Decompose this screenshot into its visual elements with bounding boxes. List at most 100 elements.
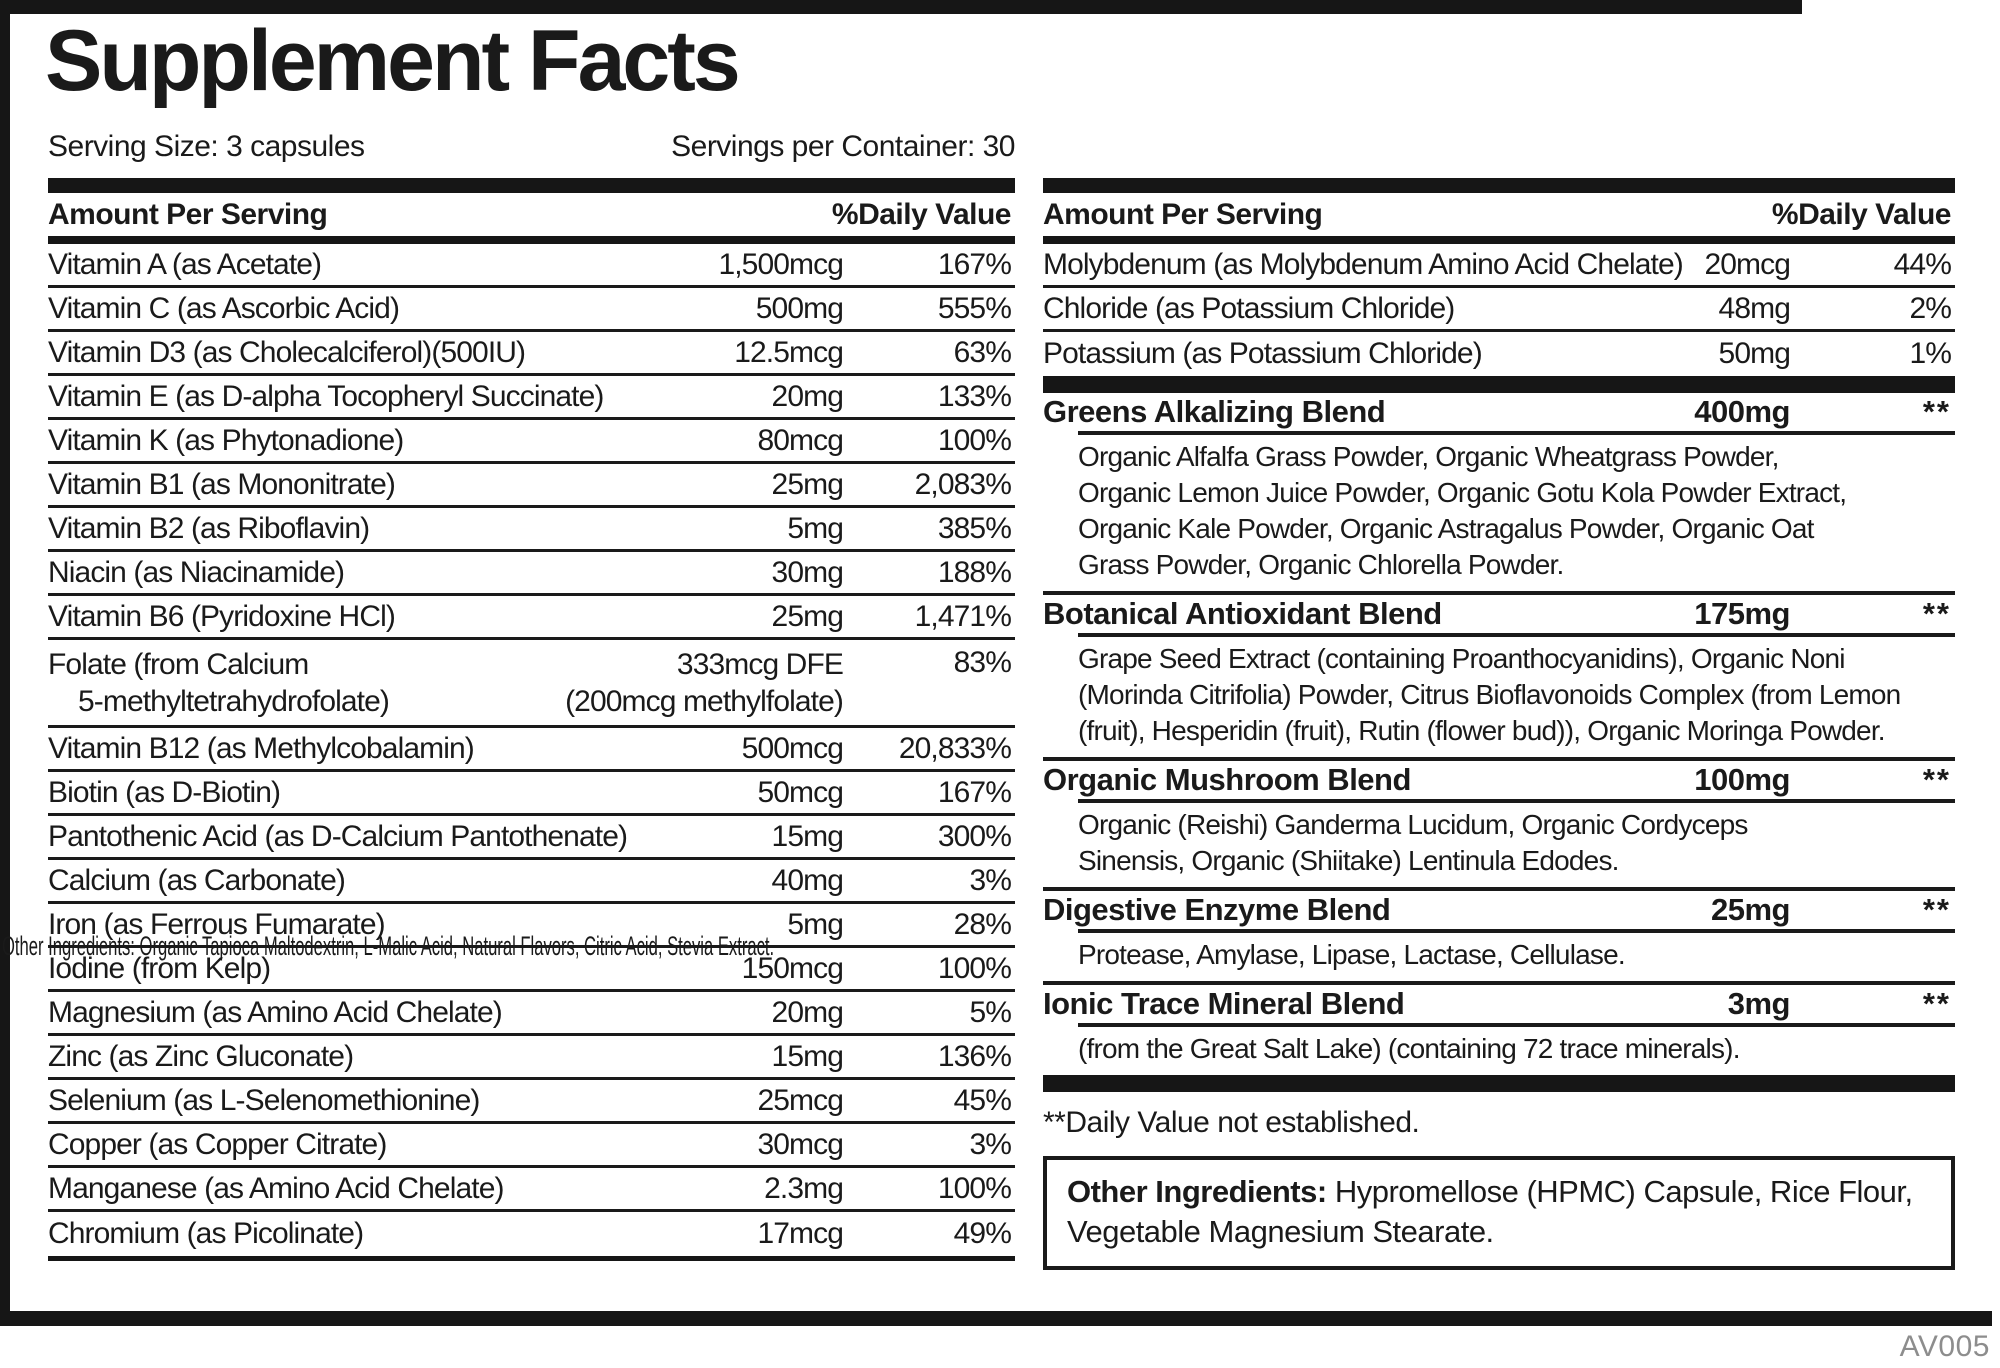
blend-amount: 175mg [1694,596,1790,631]
blend-rule [1078,1023,1955,1027]
blend-daily-value: ** [1922,394,1951,429]
nutrient-daily-value: 44% [1893,247,1952,281]
blend-amount: 100mg [1694,762,1790,797]
nutrient-amount: 40mg [771,863,844,897]
nutrient-amount: 150mcg [741,951,844,985]
blend-name: Ionic Trace Mineral Blend [1043,986,1405,1021]
nutrient-row: Selenium (as L-Selenomethionine) 25mcg 4… [48,1080,1015,1124]
nutrient-daily-value: 300% [937,819,1012,853]
blend-ingredient-line: Organic (Reishi) Ganderma Lucidum, Organ… [1078,809,1748,840]
blend-ingredients: Organic (Reishi) Ganderma Lucidum, Organ… [1043,803,1955,887]
table-bottom-bar [48,1256,1015,1261]
nutrient-row: Vitamin B2 (as Riboflavin) 5mg 385% [48,508,1015,552]
label-border-left [0,0,10,1326]
nutrient-amount: 25mcg [757,1083,843,1117]
blend-section: Greens Alkalizing Blend 400mg ** Organic… [1043,393,1955,591]
nutrient-name: Vitamin A (as Acetate) [48,247,322,281]
blend-amount: 3mg [1727,986,1791,1021]
blend-amount: 25mg [1711,892,1790,927]
table-top-bar [48,178,1015,193]
nutrients-table-right: Amount Per Serving %Daily Value Molybden… [1043,178,1955,1270]
nutrient-daily-value: 385% [937,511,1012,545]
nutrient-name: Potassium (as Potassium Chloride) [1043,337,1483,370]
nutrient-row: Vitamin C (as Ascorbic Acid) 500mg 555% [48,288,1015,332]
nutrient-name: Pantothenic Acid (as D-Calcium Pantothen… [48,819,628,853]
nutrient-amount: 80mcg [757,423,843,457]
daily-value-header: %Daily Value [831,197,1012,231]
nutrient-amount: 5mg [787,511,844,545]
blend-name: Organic Mushroom Blend [1043,762,1411,797]
blend-ingredients: Organic Alfalfa Grass Powder, Organic Wh… [1043,435,1955,591]
blend-rule [1078,799,1955,803]
nutrient-name: Vitamin B2 (as Riboflavin) [48,511,370,545]
serving-info-row: Serving Size: 3 capsules Servings per Co… [48,130,1015,164]
nutrient-daily-value: 45% [953,1083,1012,1117]
nutrient-name: Chromium (as Picolinate) [48,1217,364,1250]
nutrient-row: Iron (as Ferrous Fumarate) 5mg 28% [48,904,1015,948]
blend-ingredient-line: (Morinda Citrifolia) Powder, Citrus Biof… [1078,679,1901,710]
label-border-bottom [0,1311,1992,1326]
blend-ingredient-line: (fruit), Hesperidin (fruit), Rutin (flow… [1078,715,1886,746]
nutrient-daily-value: 555% [937,291,1012,325]
nutrient-row: Vitamin E (as D-alpha Tocopheryl Succina… [48,376,1015,420]
nutrient-row: Molybdenum (as Molybdenum Amino Acid Che… [1043,244,1955,288]
blend-sections: Greens Alkalizing Blend 400mg ** Organic… [1043,393,1955,1075]
nutrient-name: Molybdenum (as Molybdenum Amino Acid Che… [1043,247,1684,281]
blend-ingredients: Grape Seed Extract (containing Proanthoc… [1043,637,1955,757]
nutrient-name: Vitamin D3 (as Cholecalciferol)(500IU) [48,335,526,369]
nutrient-daily-value: 63% [953,335,1012,369]
blend-ingredient-line: Organic Alfalfa Grass Powder, Organic Wh… [1078,441,1779,472]
blend-section: Digestive Enzyme Blend 25mg ** Protease,… [1043,891,1955,981]
blend-divider [1043,591,1955,595]
blend-name: Digestive Enzyme Blend [1043,892,1391,927]
nutrient-daily-value: 1,471% [914,599,1012,633]
nutrient-rows-left: Vitamin A (as Acetate) 1,500mcg 167% Vit… [48,244,1015,1256]
table-header-row: Amount Per Serving %Daily Value [48,193,1015,236]
nutrient-name: Vitamin K (as Phytonadione) [48,423,404,457]
nutrient-daily-value: 49% [953,1217,1012,1250]
nutrient-amount: 500mcg [741,731,844,765]
nutrient-daily-value: 2% [1909,291,1951,325]
blend-ingredient-line: Protease, Amylase, Lipase, Lactase, Cell… [1078,939,1626,970]
nutrient-row: Zinc (as Zinc Gluconate) 15mg 136% [48,1036,1015,1080]
blend-divider [1043,887,1955,891]
nutrient-row: Vitamin D3 (as Cholecalciferol)(500IU) 1… [48,332,1015,376]
nutrient-name: Vitamin B6 (Pyridoxine HCl) [48,599,396,633]
nutrient-daily-value: 3% [969,863,1011,897]
nutrient-daily-value: 100% [937,951,1012,985]
daily-value-footnote: **Daily Value not established. [1043,1106,1420,1139]
nutrient-daily-value: 28% [953,907,1012,941]
blend-daily-value: ** [1922,762,1951,797]
other-ingredients-line-2: Vegetable Magnesium Stearate. [1067,1214,1494,1249]
blend-section: Organic Mushroom Blend 100mg ** Organic … [1043,761,1955,887]
header-underline-bar [1043,236,1955,244]
nutrient-amount: 15mg [771,819,844,853]
nutrient-name: Copper (as Copper Citrate) [48,1127,387,1161]
blend-ingredient-line: (from the Great Salt Lake) (containing 7… [1078,1033,1740,1064]
nutrient-name: Vitamin C (as Ascorbic Acid) [48,291,400,325]
table-top-bar [1043,178,1955,193]
blend-rule [1078,431,1955,435]
blend-rule [1078,633,1955,637]
nutrient-amount: 48mg [1718,291,1791,325]
blend-header-row: Greens Alkalizing Blend 400mg ** [1043,393,1955,431]
nutrient-amount: 17mcg [757,1217,843,1250]
nutrient-amount: 25mg [771,599,844,633]
nutrient-daily-value: 3% [969,1127,1011,1161]
nutrient-daily-value: 167% [937,775,1012,809]
nutrient-amount: 333mcg DFE (200mcg methylfolate) [565,647,844,718]
blend-section: Botanical Antioxidant Blend 175mg ** Gra… [1043,595,1955,757]
nutrient-daily-value: 20,833% [898,731,1012,765]
nutrient-daily-value: 167% [937,247,1012,281]
blend-header-row: Botanical Antioxidant Blend 175mg ** [1043,595,1955,633]
blend-daily-value: ** [1922,986,1951,1021]
label-title: Supplement Facts [45,13,741,109]
other-ingredients-label: Other Ingredients: [1067,1174,1327,1209]
blend-ingredient-line: Organic Kale Powder, Organic Astragalus … [1078,513,1814,544]
nutrient-name: Manganese (as Amino Acid Chelate) [48,1171,504,1205]
section-separator-bar [1043,1075,1955,1092]
blend-daily-value: ** [1922,892,1951,927]
nutrient-row: Vitamin B6 (Pyridoxine HCl) 25mg 1,471% [48,596,1015,640]
nutrients-table-left: Amount Per Serving %Daily Value Vitamin … [48,178,1015,1261]
